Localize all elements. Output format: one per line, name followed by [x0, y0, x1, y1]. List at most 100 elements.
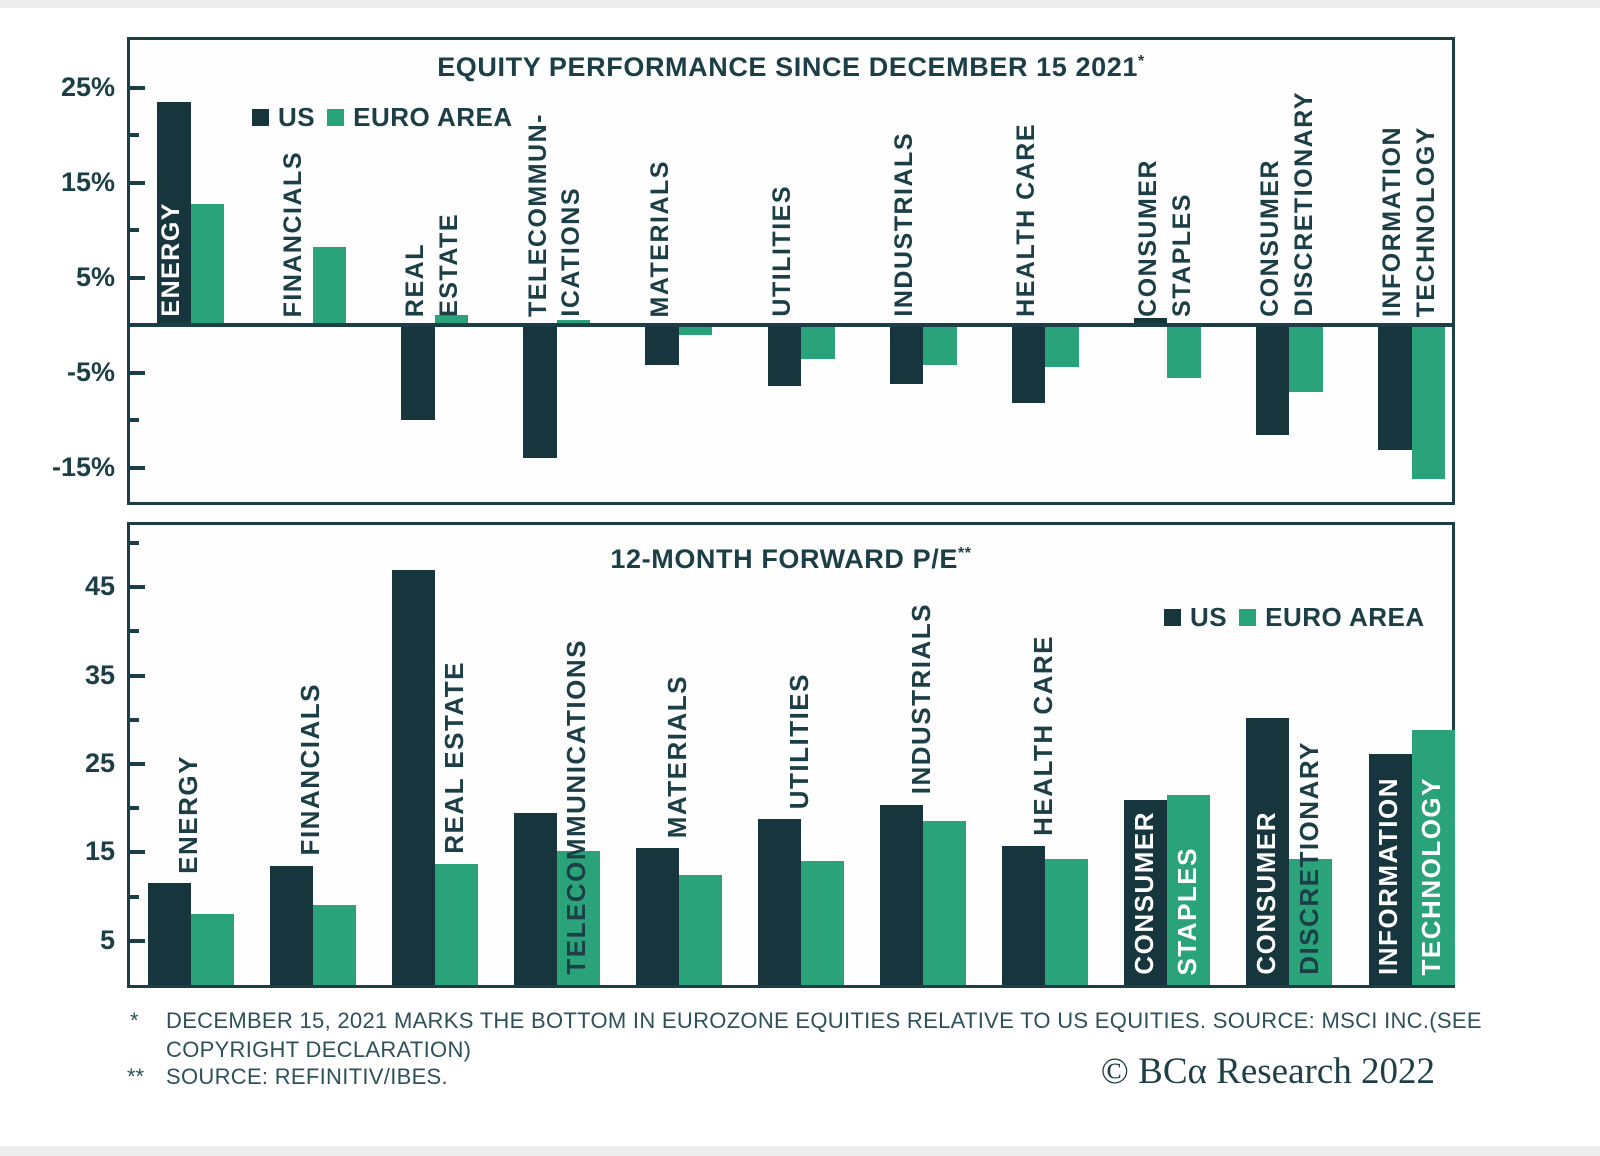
bar-us-health-care	[1011, 325, 1046, 403]
bar-us-consumer-discretionary	[1255, 325, 1290, 436]
bar-euro-area-materials	[678, 874, 722, 985]
sector-label-materials: MATERIALS	[661, 674, 692, 838]
page-edge-bottom	[0, 1146, 1600, 1156]
bar-us-consumer-discretionary	[1246, 718, 1290, 985]
bar-euro-area-industrials	[923, 325, 957, 365]
bar-euro-area-consumer-discretionary	[1289, 325, 1323, 393]
bar-us-telecommunications	[513, 812, 557, 985]
bar-us-information-technology	[1378, 325, 1412, 451]
bar-euro-area-real-estate	[434, 863, 478, 985]
bar-us-information-technology	[1368, 754, 1412, 985]
zero-axis-line	[130, 323, 1452, 327]
sector-label-health-care: HEALTH CARE	[1011, 123, 1040, 317]
axis-tick-50	[130, 541, 139, 545]
axis-label-15: 15%	[60, 166, 115, 197]
sector-label-utilities: UTILITIES	[767, 185, 796, 317]
equity-performance-title: EQUITY PERFORMANCE SINCE DECEMBER 15 202…	[127, 52, 1455, 83]
axis-tick-30	[130, 717, 139, 722]
bar-euro-area-real-estate	[434, 314, 469, 325]
bar-euro-area-financials	[312, 905, 356, 985]
axis-tick-15	[130, 850, 145, 855]
sector-label-consumer-staples-1: CONSUMER	[1128, 811, 1159, 975]
bar-euro-area-materials	[678, 325, 713, 336]
bar-euro-area-financials	[312, 247, 347, 325]
sector-label-consumer-discretionary-1: CONSUMER	[1250, 811, 1281, 975]
axis-label-5: 5%	[75, 261, 115, 292]
legend-item-euro-area: EURO AREA	[327, 102, 513, 133]
axis-tick-10	[130, 228, 139, 232]
bar-euro-area-health-care	[1045, 858, 1089, 985]
sector-label-information-technology-1: INFORMATION	[1378, 125, 1407, 317]
axis-label-25: 25	[84, 748, 115, 778]
sector-label-real-estate-2: ESTATE	[434, 213, 463, 317]
sector-label-consumer-staples-1: CONSUMER	[1134, 159, 1163, 317]
sector-label-telecommunications-1: TELECOMMUN-	[523, 113, 552, 317]
equity-performance-title-text: EQUITY PERFORMANCE SINCE DECEMBER 15 202…	[437, 52, 1138, 82]
legend-item-us: US	[1164, 602, 1227, 633]
sector-label-energy: ENERGY	[157, 202, 186, 317]
sector-label-real-estate: REAL ESTATE	[439, 661, 470, 854]
forward-pe-title-mark: **	[957, 545, 972, 562]
sector-label-financials: FINANCIALS	[295, 683, 326, 856]
forward-pe-title: 12-MONTH FORWARD P/E**	[127, 544, 1455, 575]
axis-tick-15	[130, 180, 145, 185]
bar-euro-area-telecommunications	[556, 320, 591, 325]
bar-euro-area-consumer-staples	[1167, 794, 1211, 985]
axis-label-15: 15	[84, 836, 115, 867]
axis-tick-10	[130, 894, 139, 899]
bar-us-industrials	[880, 804, 924, 985]
legend-item-us: US	[252, 102, 315, 133]
equity-performance-title-mark: *	[1137, 53, 1145, 70]
bar-us-real-estate	[391, 569, 435, 985]
axis-tick-5	[130, 275, 145, 280]
axis-tick--15	[130, 465, 145, 470]
bar-us-utilities	[767, 325, 801, 386]
footnote-2-line-1: SOURCE: REFINITIV/IBES.	[166, 1064, 448, 1089]
forward-pe-title-text: 12-MONTH FORWARD P/E	[610, 544, 958, 574]
bar-us-materials	[635, 847, 679, 985]
bar-euro-area-information-technology	[1411, 730, 1455, 985]
sector-label-financials: FINANCIALS	[279, 150, 308, 317]
bar-us-energy	[157, 101, 191, 325]
axis-tick-20	[130, 806, 139, 811]
sector-label-utilities: UTILITIES	[783, 672, 814, 809]
legend-label-us: US	[278, 102, 316, 132]
footnote-1-marker: *	[130, 1008, 139, 1033]
sector-label-information-technology-2: TECHNOLOGY	[1411, 125, 1440, 317]
bar-us-utilities	[758, 818, 801, 985]
sector-label-consumer-discretionary-1: CONSUMER	[1256, 159, 1285, 317]
axis-label--15: -15%	[51, 451, 115, 482]
bar-euro-area-utilities	[801, 861, 844, 985]
axis-tick-35	[130, 673, 145, 678]
sector-label-industrials: INDUSTRIALS	[905, 603, 936, 795]
axis-tick--10	[130, 418, 139, 422]
legend-chart-2: US EURO AREA	[1164, 602, 1425, 633]
page-edge-top	[0, 0, 1600, 8]
sector-label-health-care: HEALTH CARE	[1028, 635, 1059, 837]
bar-euro-area-industrials	[923, 821, 967, 985]
axis-tick-20	[130, 133, 139, 137]
sector-label-energy: ENERGY	[173, 754, 204, 874]
legend-label-euro-area: EURO AREA	[1265, 602, 1425, 632]
axis-label-5: 5	[99, 924, 115, 955]
axis-tick-25	[130, 85, 145, 90]
axis-tick--5	[130, 370, 145, 375]
bar-euro-area-energy	[190, 204, 224, 325]
footnote-1-line-2: COPYRIGHT DECLARATION)	[166, 1037, 472, 1062]
legend-item-euro-area: EURO AREA	[1239, 602, 1425, 633]
sector-label-information-technology-1: INFORMATION	[1372, 777, 1403, 975]
bar-euro-area-consumer-discretionary	[1289, 859, 1333, 985]
bar-euro-area-telecommunications	[556, 850, 600, 985]
legend-swatch-us	[1164, 609, 1181, 626]
axis-tick-40	[130, 629, 139, 634]
bar-us-financials	[269, 865, 313, 985]
legend-label-euro-area: EURO AREA	[353, 102, 513, 132]
equity-performance-chart	[127, 37, 1455, 505]
bar-us-consumer-staples	[1124, 800, 1168, 985]
bar-us-materials	[645, 325, 679, 365]
axis-label-25: 25%	[60, 71, 115, 102]
bar-us-consumer-staples	[1133, 318, 1168, 325]
bar-us-industrials	[889, 325, 924, 384]
bar-euro-area-information-technology	[1411, 325, 1445, 479]
axis-tick-5	[130, 938, 145, 943]
